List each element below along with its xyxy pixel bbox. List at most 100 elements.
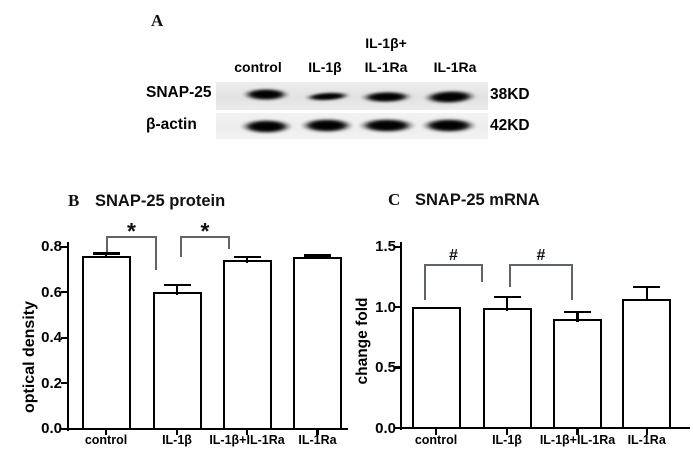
error-bar	[245, 256, 249, 263]
y-tick	[60, 245, 67, 248]
significance-bracket	[228, 236, 230, 249]
x-category-label: control	[414, 432, 458, 447]
y-tick	[60, 382, 67, 385]
y-tick	[60, 291, 67, 294]
error-bar	[505, 296, 509, 311]
x-tick	[175, 429, 179, 436]
y-axis	[66, 242, 69, 432]
significance-symbol: #	[536, 247, 546, 264]
error-bar-cap	[92, 252, 120, 255]
x-tick	[576, 429, 579, 435]
x-tick	[316, 429, 319, 436]
error-bar-cap	[564, 310, 591, 314]
y-tick	[60, 427, 67, 430]
y-tick	[393, 306, 400, 309]
blot-row-label-bactin: β-actin	[146, 115, 197, 133]
error-bar-cap	[493, 295, 521, 299]
panel-a-label: A	[151, 11, 164, 30]
blot-band	[421, 118, 477, 133]
blot-strip-bactin	[216, 112, 488, 139]
error-bar-cap	[233, 255, 261, 258]
y-tick-label: 0.2	[41, 374, 62, 392]
panel-b-label: B	[68, 191, 80, 210]
bar	[622, 298, 672, 430]
x-category-label: IL-1Ra	[298, 433, 337, 448]
x-tick	[645, 429, 648, 435]
blot-row-label-snap25: SNAP-25	[146, 84, 212, 101]
significance-bracket	[180, 236, 182, 257]
significance-symbol: *	[200, 218, 210, 244]
significance-symbol: #	[449, 247, 458, 264]
x-category-label: IL-1β+IL-1Ra	[209, 433, 285, 448]
significance-bracket	[424, 264, 426, 300]
panel-b-title: SNAP-25 protein	[95, 192, 226, 210]
y-tick-label: 0.6	[41, 283, 62, 301]
error-bar	[316, 255, 319, 260]
lane-label-line: IL-1Ra	[364, 59, 408, 75]
bar	[293, 256, 342, 430]
significance-bracket	[180, 236, 230, 238]
y-tick-label: 0.8	[41, 238, 62, 256]
y-tick-label: 0.4	[41, 329, 62, 347]
y-tick-label: 0.0	[41, 420, 62, 438]
lane-label-line: IL-1β+	[365, 35, 407, 51]
x-axis	[399, 426, 690, 430]
bar	[411, 307, 461, 430]
y-tick	[393, 426, 400, 430]
significance-symbol: *	[127, 218, 136, 244]
x-tick	[245, 429, 249, 436]
significance-bracket	[106, 236, 108, 252]
x-category-label: IL-1β	[162, 433, 192, 448]
error-bar	[645, 287, 648, 302]
significance-bracket	[509, 264, 573, 266]
x-category-label: control	[84, 433, 128, 448]
error-bar	[104, 253, 108, 259]
y-tick-label: 1.5	[375, 238, 396, 256]
x-category-label: IL-1Ra	[627, 432, 666, 447]
error-bar-cap	[163, 283, 191, 287]
blot-band	[300, 118, 354, 133]
x-category-label: IL-1β	[492, 432, 522, 447]
panel-c-label: C	[388, 190, 401, 209]
x-category-label: IL-1β+IL-1Ra	[539, 432, 616, 447]
blot-band	[239, 118, 293, 134]
bar	[553, 319, 602, 430]
error-bar-cap	[633, 286, 661, 289]
x-tick	[505, 429, 509, 435]
lane-label-line: IL-1Ra	[433, 59, 477, 75]
bar	[81, 255, 131, 430]
error-bar	[175, 284, 179, 295]
significance-bracket	[481, 264, 483, 282]
lane-label-il1ra: IL-1Ra	[410, 37, 500, 79]
significance-bracket	[155, 236, 157, 270]
x-tick	[104, 429, 108, 436]
y-axis	[399, 242, 402, 431]
lane-label-il1b: IL-1β	[280, 37, 370, 79]
bar	[482, 308, 532, 430]
lane-label-control: control	[213, 37, 303, 79]
significance-bracket	[571, 264, 573, 300]
error-bar	[576, 311, 579, 322]
significance-bracket	[509, 264, 511, 287]
lane-label-il1b-il1ra: IL-1β+ IL-1Ra	[341, 35, 431, 79]
blot-strip-snap25	[216, 82, 488, 110]
y-tick-label: 0.0	[375, 419, 396, 437]
y-tick	[393, 245, 400, 248]
lane-label-line: IL-1β	[308, 59, 342, 75]
blot-band	[241, 88, 290, 101]
y-tick	[60, 336, 67, 339]
y-tick-label: 0.5	[375, 359, 396, 377]
lane-label-line: control	[234, 59, 282, 75]
x-axis	[66, 427, 348, 430]
weight-label-38kd: 38KD	[490, 86, 530, 103]
x-tick	[434, 429, 438, 435]
blot-band	[358, 118, 416, 133]
significance-bracket	[106, 236, 157, 238]
y-tick	[393, 366, 400, 369]
weight-label-42kd: 42KD	[490, 117, 530, 134]
significance-bracket	[424, 264, 483, 266]
y-tick-label: 1.0	[375, 298, 396, 316]
